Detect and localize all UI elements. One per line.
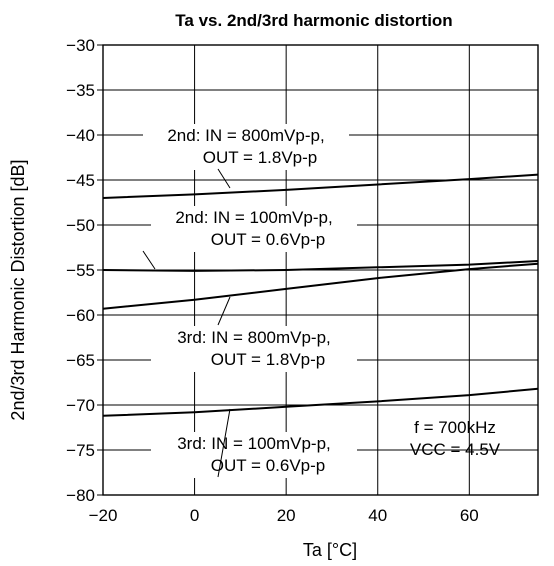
condition-frequency: f = 700kHz [414,418,496,437]
y-tick-label: −80 [66,486,95,505]
label-background [151,326,357,372]
series-line-4 [102,387,539,417]
label-leader-line [142,250,156,270]
series-label-line1: 2nd: IN = 100mVp-p, [175,208,332,227]
label-background [151,206,357,252]
series-label-line2: OUT = 1.8Vp-p [203,148,318,167]
y-tick-label: −65 [66,351,95,370]
label-leader-line [217,296,231,326]
y-axis-label: 2nd/3rd Harmonic Distortion [dB] [8,159,28,420]
x-tick-label: 0 [190,506,199,525]
series-label-line2: OUT = 0.6Vp-p [211,230,326,249]
series-label-line2: OUT = 0.6Vp-p [211,456,326,475]
label-background [143,124,349,170]
x-axis-label: Ta [°C] [303,540,357,560]
y-tick-label: −50 [66,216,95,235]
series-label-3: 3rd: IN = 800mVp-p, OUT = 1.8Vp-p [151,296,357,372]
y-tick-label: −30 [66,36,95,55]
series-line-3 [102,262,539,310]
x-tick-label: 20 [277,506,296,525]
label-leader-line [217,408,231,478]
y-tick-label: −70 [66,396,95,415]
series-label-4: 3rd: IN = 100mVp-p, OUT = 0.6Vp-p [151,408,357,478]
x-tick-label: 60 [460,506,479,525]
curves [102,173,539,417]
series-label-line1: 3rd: IN = 800mVp-p, [177,328,331,347]
chart-title: Ta vs. 2nd/3rd harmonic distortion [175,11,452,30]
conditions-box: f = 700kHz VCC = 4.5V [410,418,501,459]
series-line-1 [102,173,539,199]
label-leader-line [217,168,231,189]
y-tick-label: −60 [66,306,95,325]
y-tick-label: −75 [66,441,95,460]
y-tick-label: −40 [66,126,95,145]
series-label-2: 2nd: IN = 100mVp-p, OUT = 0.6Vp-p [142,206,357,270]
x-tick-label: 40 [368,506,387,525]
series-line-2 [102,260,539,272]
label-background [151,432,357,478]
series-label-1: 2nd: IN = 800mVp-p, OUT = 1.8Vp-p [143,124,349,189]
y-tick-label: −45 [66,171,95,190]
series-label-line1: 2nd: IN = 800mVp-p, [167,126,324,145]
y-tick-label: −55 [66,261,95,280]
series-label-line1: 3rd: IN = 100mVp-p, [177,434,331,453]
y-tick-label: −35 [66,81,95,100]
tick-labels: −20 0 20 40 60 −30 −35 −40 −45 −50 −55 −60 −65 −70 −75… [66,36,479,525]
x-tick-label: −20 [89,506,118,525]
series-label-line2: OUT = 1.8Vp-p [211,350,326,369]
condition-vcc: VCC = 4.5V [410,440,501,459]
